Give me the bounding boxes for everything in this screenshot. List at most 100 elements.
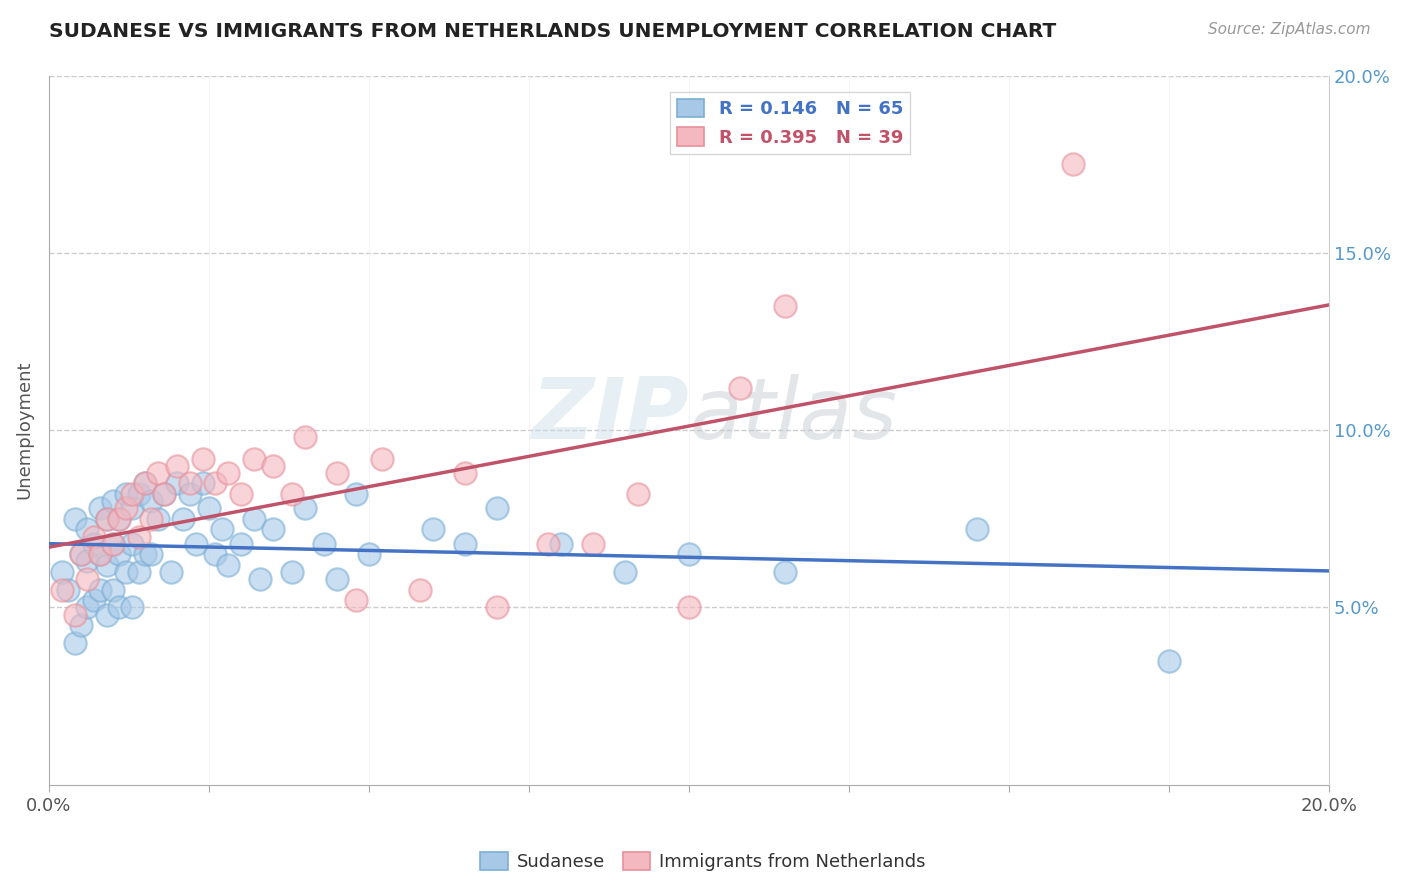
Point: [141, 512, 163, 526]
Point: [159, 565, 181, 579]
Point: [141, 494, 163, 508]
Point: [344, 593, 367, 607]
Point: [101, 536, 124, 550]
Point: [217, 558, 239, 572]
Point: [191, 451, 214, 466]
Point: [172, 512, 194, 526]
Point: [70, 547, 93, 561]
Point: [121, 600, 143, 615]
Point: [146, 466, 169, 480]
Point: [114, 501, 136, 516]
Point: [217, 466, 239, 480]
Text: Source: ZipAtlas.com: Source: ZipAtlas.com: [1208, 22, 1371, 37]
Point: [730, 381, 752, 395]
Point: [141, 547, 163, 561]
Point: [198, 501, 221, 516]
Point: [550, 536, 572, 550]
Point: [96, 512, 118, 526]
Point: [204, 547, 226, 561]
Point: [1159, 654, 1181, 668]
Point: [614, 565, 637, 579]
Legend: Sudanese, Immigrants from Netherlands: Sudanese, Immigrants from Netherlands: [474, 845, 932, 879]
Point: [678, 600, 700, 615]
Point: [83, 593, 105, 607]
Point: [486, 501, 509, 516]
Text: atlas: atlas: [689, 375, 897, 458]
Point: [357, 547, 380, 561]
Point: [51, 582, 73, 597]
Point: [108, 547, 131, 561]
Point: [114, 487, 136, 501]
Point: [101, 582, 124, 597]
Point: [262, 523, 284, 537]
Point: [281, 565, 304, 579]
Point: [70, 618, 93, 632]
Y-axis label: Unemployment: Unemployment: [15, 361, 32, 500]
Point: [134, 547, 156, 561]
Text: SUDANESE VS IMMIGRANTS FROM NETHERLANDS UNEMPLOYMENT CORRELATION CHART: SUDANESE VS IMMIGRANTS FROM NETHERLANDS …: [49, 22, 1056, 41]
Point: [89, 547, 111, 561]
Point: [56, 582, 79, 597]
Point: [326, 466, 349, 480]
Point: [96, 607, 118, 622]
Point: [63, 512, 86, 526]
Point: [108, 512, 131, 526]
Point: [678, 547, 700, 561]
Point: [966, 523, 988, 537]
Point: [76, 554, 98, 568]
Point: [153, 487, 176, 501]
Point: [454, 536, 477, 550]
Point: [262, 458, 284, 473]
Point: [582, 536, 605, 550]
Point: [186, 536, 208, 550]
Point: [101, 536, 124, 550]
Point: [96, 558, 118, 572]
Point: [128, 487, 150, 501]
Point: [166, 476, 188, 491]
Point: [83, 529, 105, 543]
Point: [63, 607, 86, 622]
Point: [243, 512, 266, 526]
Point: [314, 536, 336, 550]
Point: [108, 600, 131, 615]
Point: [51, 565, 73, 579]
Point: [409, 582, 432, 597]
Point: [121, 501, 143, 516]
Point: [179, 487, 201, 501]
Point: [773, 565, 796, 579]
Point: [108, 512, 131, 526]
Point: [281, 487, 304, 501]
Point: [89, 501, 111, 516]
Point: [121, 536, 143, 550]
Point: [89, 582, 111, 597]
Point: [76, 600, 98, 615]
Point: [371, 451, 394, 466]
Point: [128, 565, 150, 579]
Legend: R = 0.146   N = 65, R = 0.395   N = 39: R = 0.146 N = 65, R = 0.395 N = 39: [671, 92, 911, 153]
Point: [128, 529, 150, 543]
Point: [121, 487, 143, 501]
Point: [1062, 157, 1084, 171]
Point: [146, 512, 169, 526]
Point: [229, 487, 252, 501]
Point: [83, 536, 105, 550]
Point: [134, 476, 156, 491]
Point: [76, 523, 98, 537]
Point: [249, 572, 271, 586]
Point: [243, 451, 266, 466]
Point: [537, 536, 560, 550]
Point: [422, 523, 444, 537]
Point: [134, 476, 156, 491]
Point: [179, 476, 201, 491]
Point: [211, 523, 233, 537]
Point: [166, 458, 188, 473]
Point: [70, 547, 93, 561]
Text: ZIP: ZIP: [531, 375, 689, 458]
Point: [627, 487, 650, 501]
Point: [294, 501, 316, 516]
Point: [63, 636, 86, 650]
Point: [89, 547, 111, 561]
Point: [101, 494, 124, 508]
Point: [486, 600, 509, 615]
Point: [454, 466, 477, 480]
